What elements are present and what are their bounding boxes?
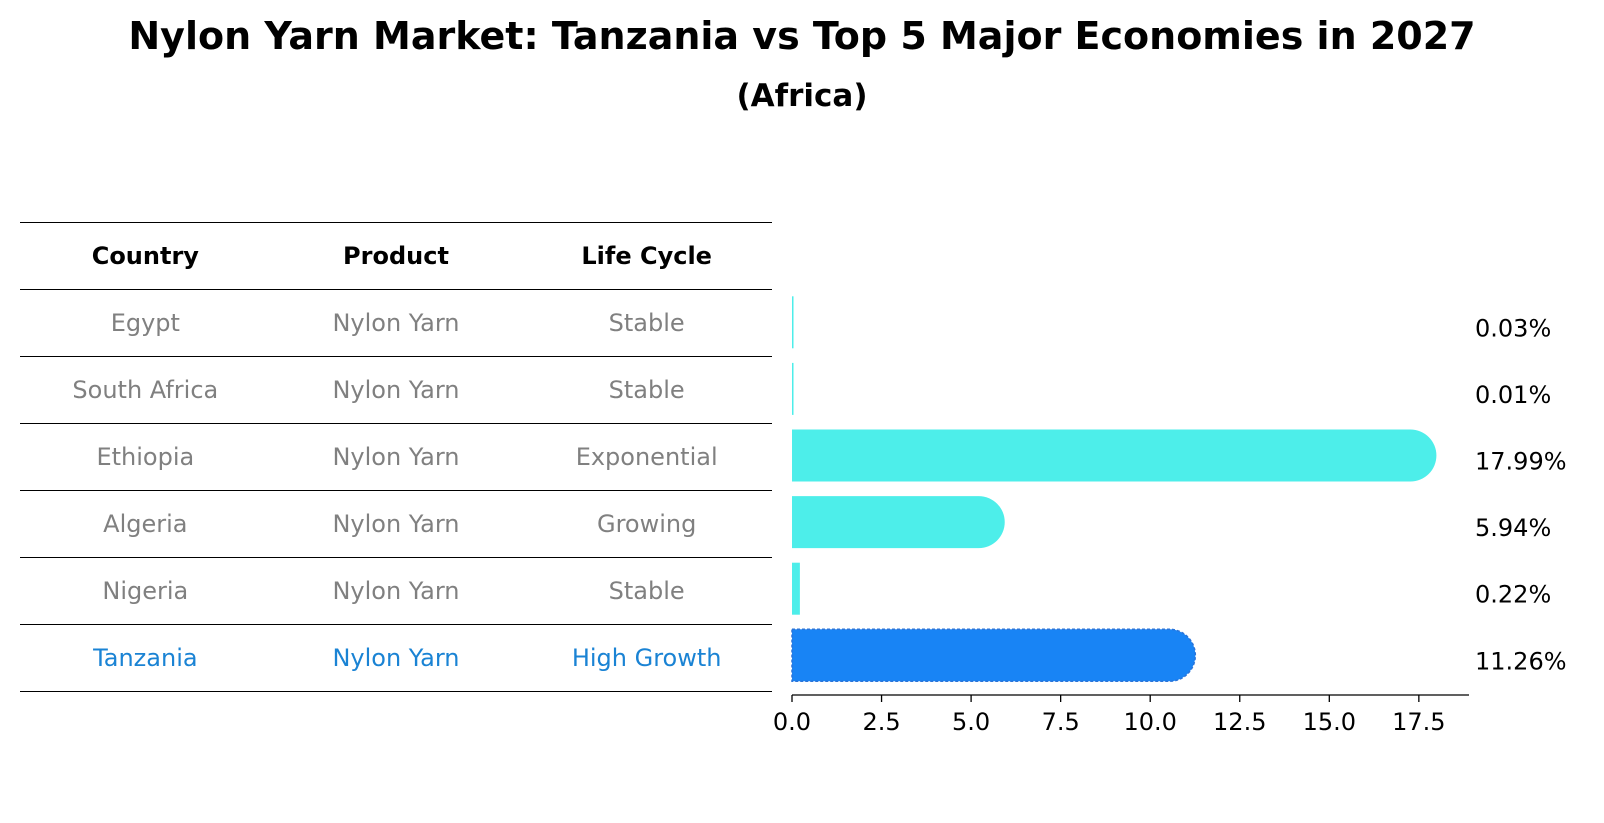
cell-country: Egypt [20,289,271,357]
bar-value-label: 17.99% [1475,448,1567,476]
cell-life-cycle: Growing [521,490,772,558]
bar-nigeria [792,562,800,615]
bar-value-label: 0.22% [1475,581,1551,609]
x-tick-label: 17.5 [1392,708,1445,736]
cell-country: Tanzania [20,624,271,692]
bar-tanzania [791,628,1197,683]
table-row-highlight: Tanzania Nylon Yarn High Growth [20,624,772,692]
bar-value-label: 5.94% [1475,514,1551,542]
x-tick-label: 5.0 [952,708,990,736]
x-tick-label: 7.5 [1042,708,1080,736]
chart-subtitle: (Africa) [736,78,868,114]
table-row: Algeria Nylon Yarn Growing [20,490,772,558]
x-tick-label: 0.0 [773,708,811,736]
cell-product: Nylon Yarn [270,423,522,491]
bar-algeria [792,496,1005,549]
cell-life-cycle: Exponential [521,423,772,491]
x-tick-label: 15.0 [1303,708,1356,736]
bar-value-label: 0.01% [1475,381,1551,409]
chart-title: Nylon Yarn Market: Tanzania vs Top 5 Maj… [128,14,1476,58]
country-table: Country Product Life Cycle Egypt Nylon Y… [20,222,772,692]
cell-country: South Africa [20,356,271,424]
cell-life-cycle: Stable [521,356,772,424]
bar-south-africa [792,362,794,415]
cell-country: Ethiopia [20,423,271,491]
column-header-country: Country [20,222,271,290]
cell-product: Nylon Yarn [270,557,522,625]
cell-life-cycle: Stable [521,289,772,357]
bar-value-label: 11.26% [1475,647,1567,675]
bar-value-label: 0.03% [1475,314,1551,342]
bar-egypt [792,296,794,349]
cell-life-cycle: High Growth [521,624,772,692]
x-tick-label: 2.5 [862,708,900,736]
table-row: South Africa Nylon Yarn Stable [20,356,772,424]
bar-ethiopia [792,429,1437,482]
column-header-life-cycle: Life Cycle [521,222,772,290]
cell-product: Nylon Yarn [270,289,522,357]
cell-product: Nylon Yarn [270,356,522,424]
table-row: Nigeria Nylon Yarn Stable [20,557,772,625]
cell-product: Nylon Yarn [270,624,522,692]
table-header-row: Country Product Life Cycle [20,222,772,290]
cell-country: Algeria [20,490,271,558]
x-tick-label: 10.0 [1123,708,1176,736]
table-row: Ethiopia Nylon Yarn Exponential [20,423,772,491]
column-header-product: Product [270,222,522,290]
table-row: Egypt Nylon Yarn Stable [20,289,772,357]
cell-life-cycle: Stable [521,557,772,625]
cell-product: Nylon Yarn [270,490,522,558]
x-tick-label: 12.5 [1213,708,1266,736]
cell-country: Nigeria [20,557,271,625]
